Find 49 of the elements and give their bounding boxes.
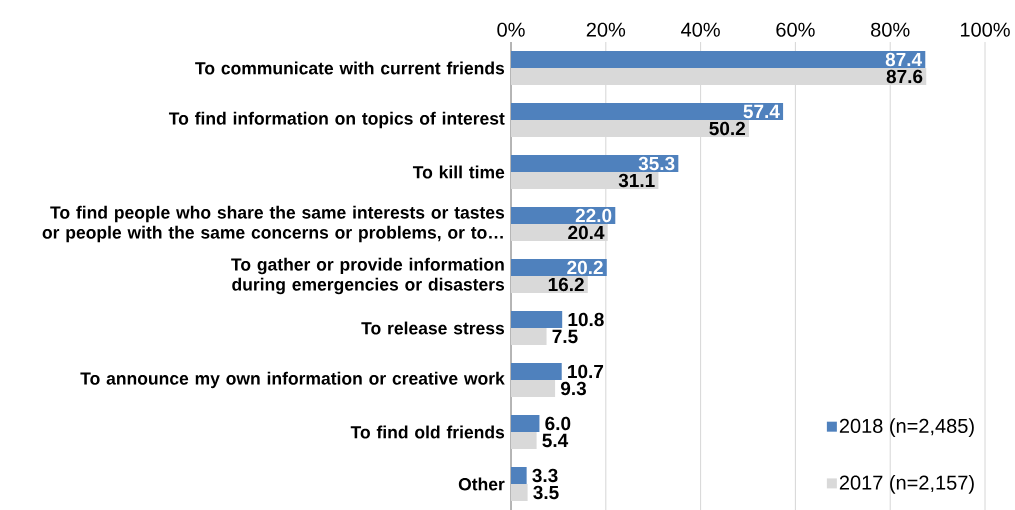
data-label: 5.4: [542, 433, 569, 448]
legend-label: 2017 (n=2,157): [839, 475, 974, 494]
y-tick-label: To find information on topics of interest: [168, 111, 505, 129]
bar: [511, 380, 556, 397]
y-tick-label: To gather or provide information during emergencies or disasters: [231, 257, 505, 295]
data-label: 16.2: [548, 277, 584, 292]
data-label: 7.5: [552, 329, 578, 344]
x-tick-label: 0%: [497, 22, 525, 37]
x-tick-label: 80%: [871, 22, 910, 37]
y-tick-label: To release stress: [361, 321, 505, 335]
bar: [511, 68, 927, 85]
data-label: 3.5: [533, 485, 559, 500]
data-label: 20.4: [568, 225, 605, 240]
data-label: 22.0: [575, 208, 612, 223]
bar: [511, 467, 527, 484]
bar: [511, 484, 528, 501]
bar: [511, 172, 659, 189]
bar: [511, 103, 784, 120]
y-tick-label: To find old friends: [350, 425, 505, 439]
y-tick-label: To communicate with current friends: [195, 61, 505, 75]
data-label: 35.3: [638, 156, 675, 171]
data-label: 3.3: [532, 468, 558, 483]
bar: [511, 415, 540, 432]
x-tick-label: 100%: [960, 22, 1010, 37]
data-label: 10.8: [568, 312, 604, 327]
data-label: 9.3: [560, 381, 586, 396]
y-tick-label: To announce my own information or creative work: [80, 371, 505, 389]
y-tick-label: To find people who share the same interests or tastes or people with the same concerns or problems, or to…: [42, 205, 505, 243]
data-label: 50.2: [709, 121, 745, 136]
legend-label: 2018 (n=2,485): [839, 418, 974, 437]
y-tick-label: Other: [458, 477, 505, 491]
data-label: 57.4: [743, 104, 780, 119]
x-tick-label: 60%: [776, 22, 815, 37]
data-label: 20.2: [567, 260, 603, 275]
data-label: 87.6: [886, 69, 923, 84]
bar: [511, 155, 679, 172]
bar: [511, 120, 749, 137]
bar: [511, 328, 547, 345]
y-tick-label: To kill time: [412, 165, 505, 179]
bar: [511, 363, 562, 380]
bar: [511, 51, 926, 68]
data-label: 31.1: [618, 173, 655, 188]
data-label: 87.4: [885, 52, 922, 67]
bar: [511, 311, 563, 328]
data-label: 10.7: [568, 364, 604, 379]
x-tick-label: 40%: [681, 22, 720, 37]
bar: [511, 432, 537, 449]
x-tick-label: 20%: [586, 22, 626, 37]
data-label: 6.0: [545, 416, 571, 431]
